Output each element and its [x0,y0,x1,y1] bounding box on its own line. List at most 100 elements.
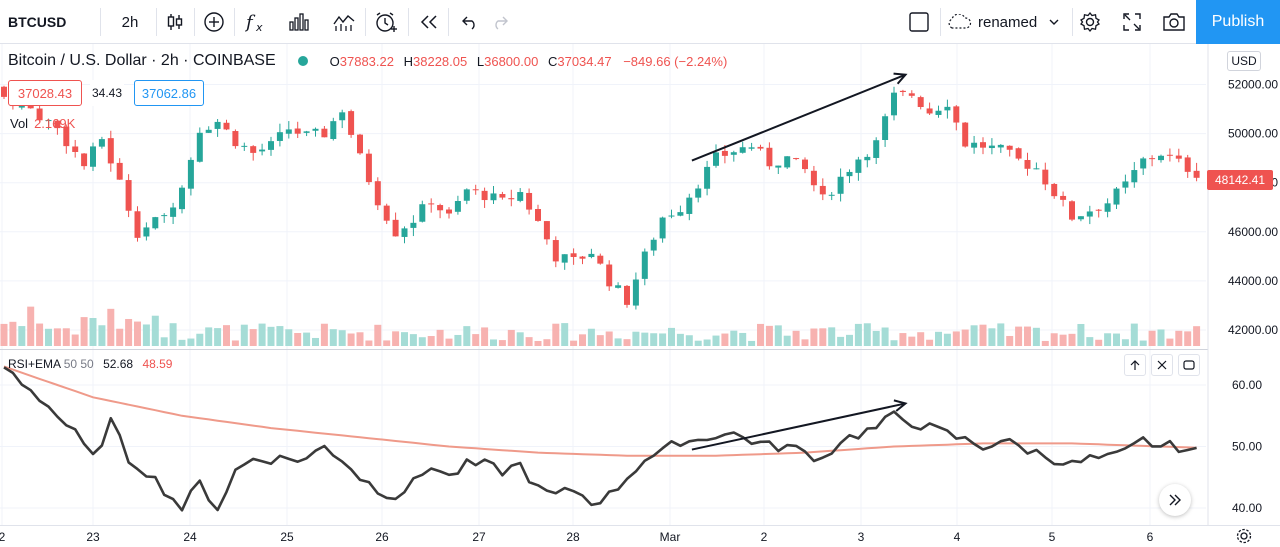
symbol-title[interactable]: Bitcoin / U.S. Dollar · 2h · COINBASE [8,52,276,69]
volume-bar [223,325,230,346]
sell-button[interactable]: 37028.43 [8,80,82,106]
candle-body [784,156,791,168]
snapshot-icon[interactable] [1159,0,1189,44]
volume-bar [1068,333,1076,346]
candle-body [392,219,399,237]
volume-bar [694,340,702,346]
pane-up-icon[interactable] [1124,354,1146,376]
volume-bar [383,340,391,346]
volume-bar [890,340,898,346]
volume-label: Vol [10,116,29,131]
low-label: L [476,53,485,69]
volume-bar [1184,331,1192,346]
volume-bar [178,339,186,346]
volume-bar [943,333,951,346]
layout-name-button[interactable]: renamed [946,0,1072,44]
candle-body [437,205,444,211]
candle-body [1158,155,1164,161]
candle-body [472,189,479,191]
rsi-legend: RSI+EMA 50 50 52.68 48.59 [8,357,172,371]
candle-body [321,128,328,138]
undo-icon[interactable] [454,0,484,44]
candle-body [98,139,105,147]
candle-body [348,111,355,135]
last-price-label: 48142.41 [1207,170,1273,190]
volume-bar [80,317,88,346]
candle-body [810,170,817,186]
price-trendline-head [893,72,908,85]
close-icon[interactable] [1151,354,1173,376]
candle-body [1122,181,1129,188]
candle-body [971,142,978,148]
candle-body [535,209,541,221]
volume-bar [988,328,996,346]
candle-body [1175,155,1182,159]
volume-bar [721,333,729,346]
volume-bar [810,328,818,346]
time-tick-label: 26 [375,530,389,544]
add-compare-icon[interactable] [199,0,229,44]
candle-body [107,138,114,164]
volume-bar [285,329,293,346]
volume-bar [374,324,382,346]
trendlines [691,72,908,451]
currency-label[interactable]: USD [1227,51,1261,71]
candle-body [276,132,283,141]
volume-bar [1050,333,1058,346]
svg-text:f: f [245,12,256,33]
symbol-search[interactable]: BTCUSD [8,14,67,30]
candle-body [819,185,826,195]
candle-body [223,122,230,130]
rsi-label[interactable]: RSI+EMA [8,357,61,371]
volume-bar [187,338,195,346]
rsi-trendline [691,402,906,451]
candle-body [152,217,159,229]
candle-body [624,285,630,305]
volume-bar [1104,333,1112,346]
templates-icon[interactable] [329,0,359,44]
buy-button[interactable]: 37062.86 [134,80,204,106]
volume-bar [685,335,693,346]
volume-bar [436,329,444,346]
candles-icon[interactable] [160,0,190,44]
redo-icon[interactable] [486,0,516,44]
volume-bar [356,332,364,346]
financials-icon[interactable] [284,0,314,44]
volume-bar [801,339,809,346]
price-tick-label: 52000.00 [1228,78,1278,92]
candle-body [54,120,61,129]
time-tick-label: 25 [280,530,294,544]
volume-bar [650,333,658,346]
fullscreen-icon[interactable] [1117,0,1147,44]
volume-bar [1166,338,1174,346]
interval-button[interactable]: 2h [121,13,139,31]
candle-body [704,166,711,189]
settings-icon[interactable] [1075,0,1105,44]
candle-body [579,256,586,259]
chart-canvas[interactable]: 52000.0050000.0048000.0046000.0044000.00… [0,44,1280,547]
replay-icon[interactable] [414,0,444,44]
publish-button[interactable]: Publish [1196,0,1280,44]
candle-body [116,162,123,180]
layout-icon[interactable] [904,0,934,44]
candle-body [1,86,7,97]
volume-bar [605,331,613,346]
volume-bar [53,328,61,346]
volume-bar [668,327,675,346]
axis-settings-icon[interactable] [1236,528,1252,544]
volume-legend: Vol 2.169K [10,116,75,131]
volume-bar [917,332,925,346]
scroll-to-realtime-button[interactable] [1159,484,1191,516]
toolbar-divider [365,8,366,36]
market-status-dot[interactable] [297,56,308,66]
volume-bar [1006,335,1014,346]
alert-icon[interactable] [370,0,402,44]
volume-bar [961,329,969,346]
candle-body [241,145,248,147]
time-tick-label: 27 [472,530,486,544]
candle-body [36,108,43,121]
maximize-pane-icon[interactable] [1178,354,1200,376]
volume-bar [338,330,346,346]
volume-bar [1024,326,1031,346]
